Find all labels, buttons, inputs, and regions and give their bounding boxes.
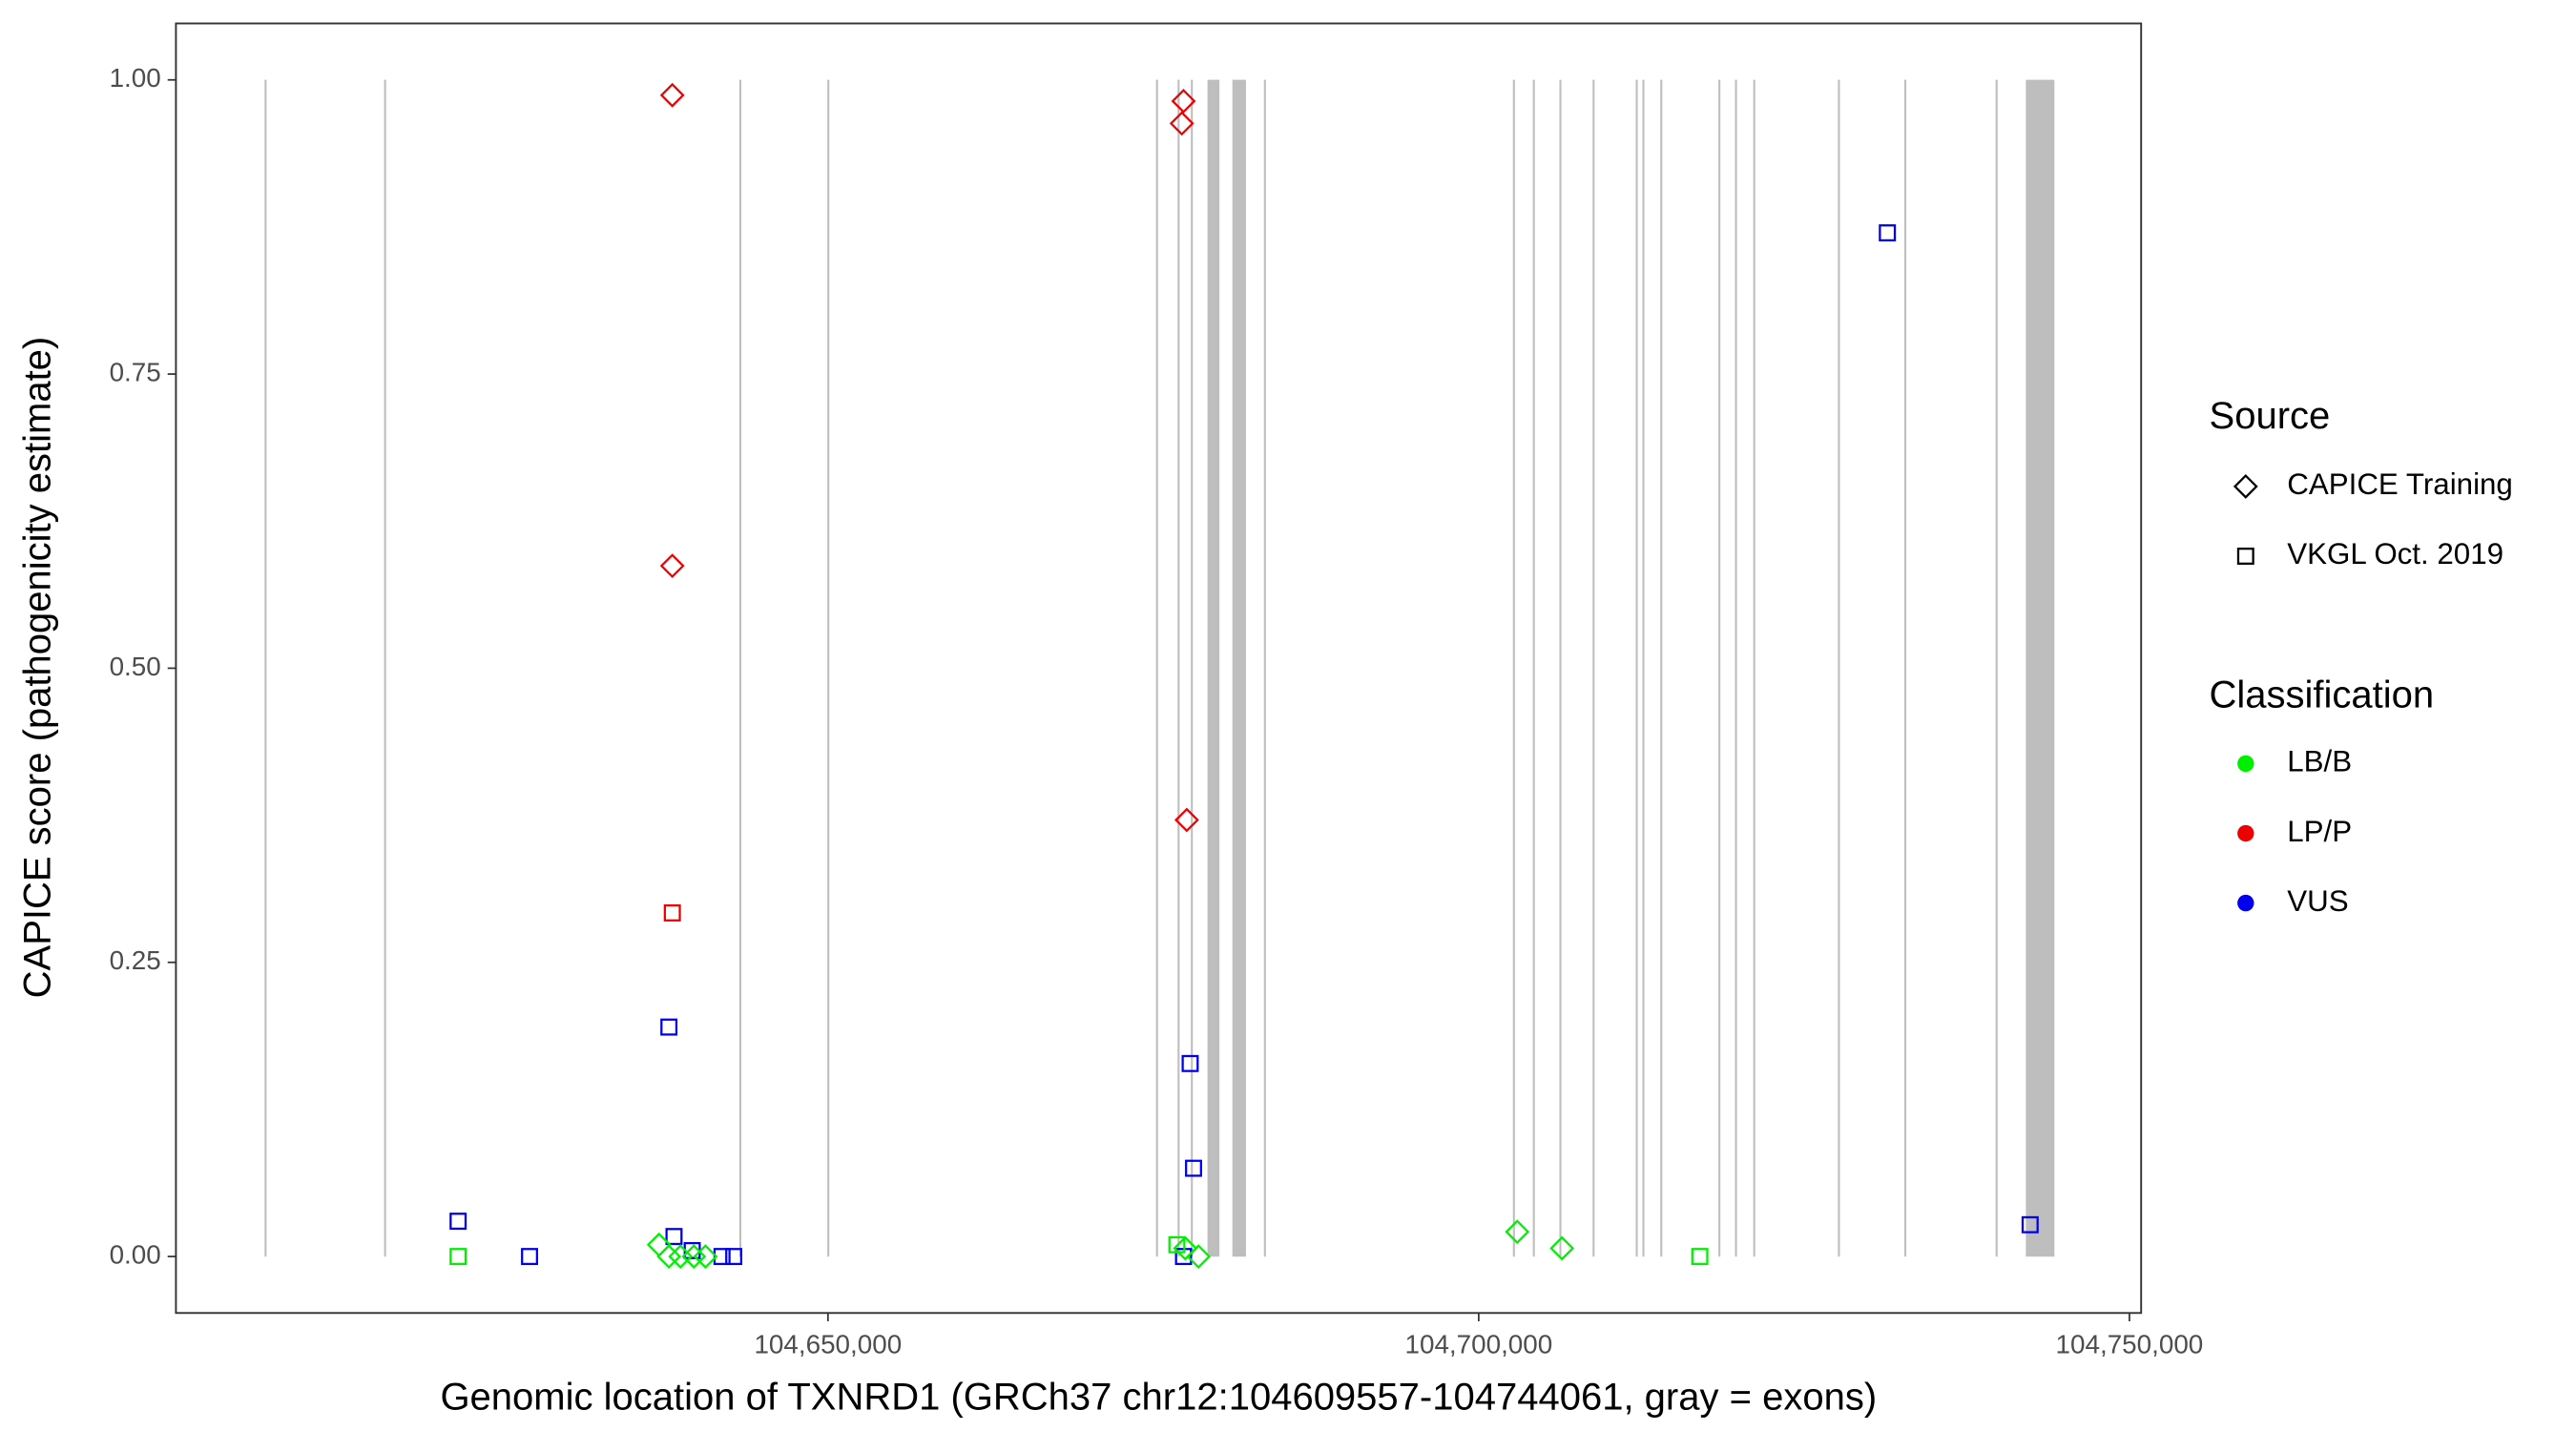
exon — [1263, 79, 1266, 1257]
point — [1186, 1244, 1212, 1269]
legend-label: VKGL Oct. 2019 — [2287, 537, 2503, 570]
point — [663, 903, 681, 922]
legend-label: LB/B — [2287, 745, 2352, 778]
point — [1185, 1159, 1202, 1177]
exon — [827, 79, 830, 1257]
exon — [1559, 79, 1562, 1257]
legend-label: VUS — [2287, 884, 2348, 918]
point — [659, 553, 685, 579]
legend-symbol — [2237, 755, 2254, 773]
legend-title: Classification — [2210, 674, 2435, 716]
exon — [2025, 79, 2055, 1257]
exon — [738, 79, 742, 1257]
legend-symbol — [2233, 474, 2258, 499]
point — [713, 1248, 731, 1266]
exon — [1512, 79, 1515, 1257]
exon — [1718, 79, 1721, 1257]
exon — [1903, 79, 1907, 1257]
legend-symbol — [2237, 894, 2254, 912]
point — [1549, 1235, 1575, 1261]
y-tick-label: 0.75 — [110, 357, 161, 386]
exon — [1207, 79, 1220, 1257]
point — [1181, 1054, 1199, 1072]
legend-title: Source — [2210, 395, 2331, 437]
exon — [1191, 79, 1194, 1257]
legend-label: CAPICE Training — [2287, 467, 2513, 501]
point — [1171, 89, 1196, 114]
point — [1173, 1235, 1198, 1261]
exon — [1592, 79, 1595, 1257]
x-tick-label: 104,700,000 — [1404, 1329, 1552, 1358]
point — [656, 1244, 682, 1269]
legend-symbol — [2236, 548, 2254, 565]
point — [693, 1244, 718, 1269]
point — [1691, 1248, 1709, 1266]
exon — [1995, 79, 1998, 1257]
legend-symbol — [2237, 824, 2254, 842]
y-axis-title: CAPICE score (pathogenicity estimate) — [16, 337, 58, 999]
legend-label: LP/P — [2287, 815, 2352, 848]
y-tick-label: 0.50 — [110, 652, 161, 681]
exon — [1735, 79, 1737, 1257]
point — [2021, 1215, 2039, 1234]
point — [521, 1248, 538, 1266]
exon — [1177, 79, 1180, 1257]
x-axis-title: Genomic location of TXNRD1 (GRCh37 chr12… — [440, 1376, 1877, 1418]
exon — [1753, 79, 1755, 1257]
point — [1505, 1219, 1530, 1245]
point — [665, 1228, 683, 1246]
exon — [1838, 79, 1840, 1257]
exon — [1232, 79, 1246, 1257]
x-tick-label: 104,750,000 — [2056, 1329, 2204, 1358]
exon — [1155, 79, 1158, 1257]
point — [1174, 807, 1199, 833]
exon — [264, 79, 267, 1257]
exon — [1532, 79, 1535, 1257]
y-tick-label: 0.25 — [110, 945, 161, 975]
y-tick-label: 1.00 — [110, 63, 161, 93]
exon — [1635, 79, 1638, 1257]
y-tick-label: 0.00 — [110, 1239, 161, 1269]
point — [660, 1018, 678, 1036]
point — [725, 1248, 743, 1266]
exon — [1642, 79, 1645, 1257]
point — [1879, 224, 1897, 242]
point — [659, 82, 685, 108]
point — [1169, 111, 1195, 136]
exon — [1660, 79, 1663, 1257]
point — [449, 1213, 467, 1231]
point — [449, 1248, 467, 1266]
point — [681, 1244, 707, 1269]
exon — [384, 79, 386, 1257]
x-tick-label: 104,650,000 — [754, 1329, 902, 1358]
